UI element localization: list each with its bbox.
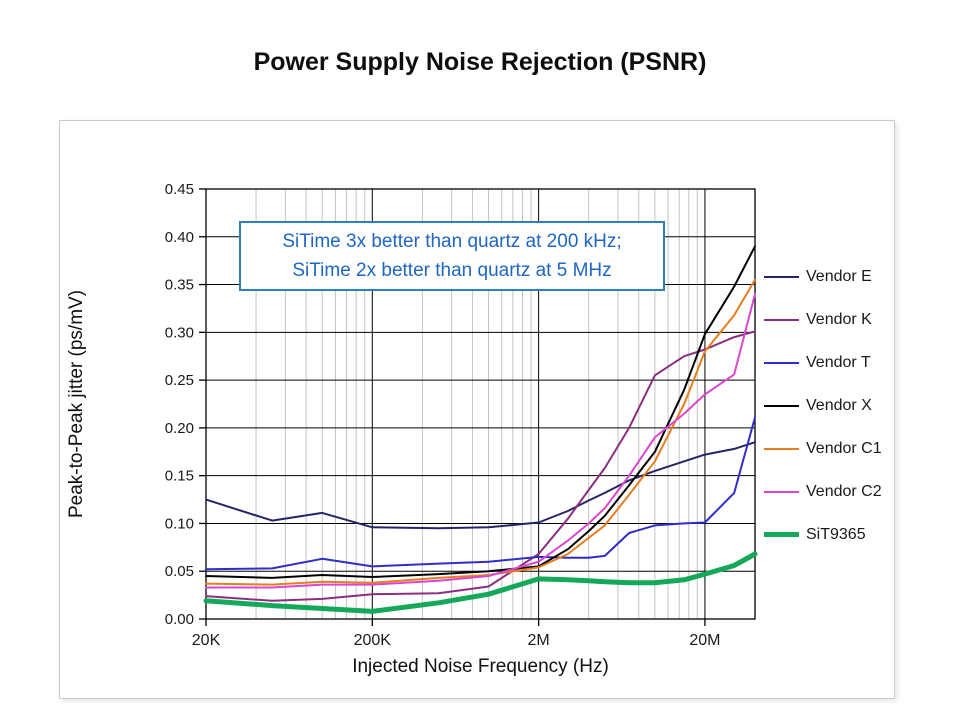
series-line-vendor-e xyxy=(205,441,756,530)
x-tick-label: 2M xyxy=(528,632,550,649)
legend-line-swatch xyxy=(764,361,799,364)
series-line-vendor-x xyxy=(205,245,756,579)
x-tick-label: 20M xyxy=(689,632,720,649)
legend-item-sit9365: SiT9365 xyxy=(764,513,892,556)
y-tick-label: 0.00 xyxy=(165,611,194,628)
legend-item-vendor-k: Vendor K xyxy=(764,298,892,341)
legend-label: Vendor X xyxy=(806,396,872,414)
legend-item-vendor-c2: Vendor C2 xyxy=(764,470,892,513)
legend-label: Vendor E xyxy=(806,267,872,285)
y-axis-title: Peak-to-Peak jitter (ps/mV) xyxy=(66,289,87,519)
series-line-sit9365 xyxy=(203,551,758,614)
y-tick-label: 0.05 xyxy=(165,563,194,580)
legend-item-vendor-x: Vendor X xyxy=(764,384,892,427)
y-tick-label: 0.40 xyxy=(165,229,194,246)
x-tick-label: 20K xyxy=(192,632,221,649)
annotation-line-2: SiTime 2x better than quartz at 5 MHz xyxy=(292,260,612,281)
legend-line-swatch xyxy=(764,275,799,278)
x-tick-label: 200K xyxy=(354,632,392,649)
legend-label: SiT9365 xyxy=(806,525,866,543)
y-tick-label: 0.20 xyxy=(165,420,194,437)
legend-line-swatch xyxy=(764,490,799,493)
chart-panel: 0.00 0.05 0.10 0.15 0.20 0.25 0.30 0.35 0.40 0.45… xyxy=(59,120,895,699)
y-tick-label: 0.10 xyxy=(165,515,194,532)
y-tick-label: 0.15 xyxy=(165,468,194,485)
legend-label: Vendor C1 xyxy=(806,439,882,457)
legend-line-swatch xyxy=(764,318,799,321)
y-tick-label: 0.30 xyxy=(165,324,194,341)
legend-item-vendor-t: Vendor T xyxy=(764,341,892,384)
annotation-line-1: SiTime 3x better than quartz at 200 kHz; xyxy=(282,231,622,252)
series-line-vendor-k xyxy=(205,330,756,602)
plot-frame xyxy=(205,188,756,620)
annotation-box: SiTime 3x better than quartz at 200 kHz;… xyxy=(239,221,665,291)
x-axis-title: Injected Noise Frequency (Hz) xyxy=(352,656,609,677)
legend-item-vendor-c1: Vendor C1 xyxy=(764,427,892,470)
y-tick-label: 0.35 xyxy=(165,277,194,294)
legend-line-swatch xyxy=(764,404,799,407)
legend-label: Vendor K xyxy=(806,310,872,328)
chart-title: Power Supply Noise Rejection (PSNR) xyxy=(253,48,707,76)
series-line-vendor-t xyxy=(205,416,756,571)
legend-item-vendor-e: Vendor E xyxy=(764,255,892,298)
series-line-vendor-c2 xyxy=(205,293,756,589)
legend-label: Vendor C2 xyxy=(806,482,882,500)
series-line-vendor-c1 xyxy=(205,278,756,586)
y-tick-label: 0.25 xyxy=(165,372,194,389)
legend-line-swatch xyxy=(764,532,799,537)
legend-label: Vendor T xyxy=(806,353,871,371)
legend-line-swatch xyxy=(764,447,799,450)
y-tick-label: 0.45 xyxy=(165,181,194,198)
legend: Vendor E Vendor K Vendor T Vendor X Vendor C… xyxy=(764,255,892,556)
